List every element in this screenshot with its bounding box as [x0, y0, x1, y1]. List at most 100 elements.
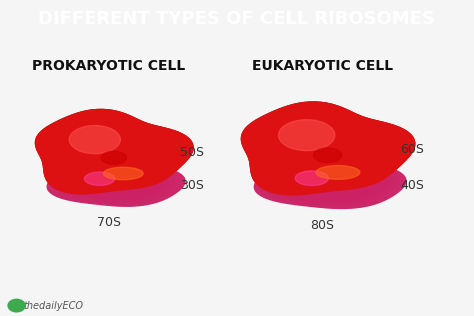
Polygon shape — [37, 110, 191, 193]
Polygon shape — [75, 171, 157, 197]
Text: 80S: 80S — [310, 220, 334, 233]
Polygon shape — [47, 161, 185, 206]
Polygon shape — [281, 168, 379, 200]
Polygon shape — [270, 164, 391, 204]
Polygon shape — [73, 170, 159, 198]
Polygon shape — [272, 120, 380, 178]
Polygon shape — [313, 148, 342, 162]
Polygon shape — [256, 111, 398, 187]
Text: EUKARYOTIC CELL: EUKARYOTIC CELL — [252, 59, 393, 73]
Polygon shape — [258, 161, 402, 207]
Polygon shape — [243, 103, 413, 194]
Polygon shape — [241, 102, 415, 195]
Polygon shape — [256, 160, 404, 208]
Polygon shape — [287, 170, 374, 198]
Polygon shape — [273, 166, 387, 202]
Polygon shape — [70, 169, 163, 199]
Polygon shape — [38, 111, 190, 192]
Polygon shape — [101, 151, 127, 164]
Text: PROKARYOTIC CELL: PROKARYOTIC CELL — [32, 59, 186, 73]
Text: thedailyECO: thedailyECO — [24, 301, 84, 311]
Polygon shape — [64, 167, 168, 201]
Polygon shape — [266, 163, 394, 205]
Polygon shape — [262, 162, 398, 206]
Polygon shape — [53, 163, 180, 204]
Polygon shape — [56, 164, 176, 204]
Polygon shape — [253, 109, 402, 188]
Polygon shape — [255, 110, 400, 188]
Polygon shape — [72, 169, 161, 198]
Polygon shape — [61, 166, 171, 202]
Polygon shape — [41, 113, 186, 191]
Polygon shape — [55, 121, 171, 183]
Polygon shape — [62, 125, 163, 179]
Polygon shape — [269, 118, 383, 179]
Polygon shape — [257, 112, 396, 186]
Polygon shape — [255, 159, 406, 209]
Text: 30S: 30S — [180, 179, 204, 192]
Polygon shape — [50, 118, 176, 185]
Polygon shape — [76, 171, 156, 197]
Text: 50S: 50S — [180, 146, 204, 159]
Polygon shape — [261, 113, 392, 184]
Text: 60S: 60S — [400, 143, 424, 156]
Polygon shape — [69, 125, 120, 154]
Polygon shape — [268, 164, 392, 204]
Circle shape — [8, 299, 25, 312]
Polygon shape — [49, 117, 178, 186]
Polygon shape — [251, 108, 404, 189]
Polygon shape — [264, 115, 389, 182]
Polygon shape — [66, 168, 166, 200]
Polygon shape — [43, 114, 185, 190]
Polygon shape — [49, 162, 183, 206]
Polygon shape — [57, 165, 175, 203]
Polygon shape — [272, 165, 389, 203]
Polygon shape — [36, 109, 193, 194]
Polygon shape — [246, 105, 409, 192]
Polygon shape — [80, 172, 152, 196]
Polygon shape — [275, 166, 385, 202]
Polygon shape — [245, 104, 411, 193]
Polygon shape — [279, 120, 335, 151]
Polygon shape — [56, 122, 170, 182]
Polygon shape — [285, 169, 375, 199]
Polygon shape — [40, 112, 188, 191]
Polygon shape — [61, 124, 164, 180]
Polygon shape — [271, 119, 382, 179]
Polygon shape — [289, 170, 372, 198]
Polygon shape — [54, 164, 178, 204]
Polygon shape — [241, 102, 415, 195]
Polygon shape — [277, 167, 383, 201]
Polygon shape — [36, 109, 193, 194]
Polygon shape — [53, 120, 173, 184]
Polygon shape — [59, 166, 173, 202]
Text: 40S: 40S — [400, 179, 424, 192]
Polygon shape — [68, 168, 164, 199]
Polygon shape — [52, 119, 174, 185]
Polygon shape — [255, 159, 406, 209]
Polygon shape — [316, 166, 360, 179]
Polygon shape — [248, 106, 408, 191]
Text: DIFFERENT TYPES OF CELL RIBOSOMES: DIFFERENT TYPES OF CELL RIBOSOMES — [38, 10, 436, 28]
Polygon shape — [260, 161, 400, 207]
Polygon shape — [46, 115, 182, 188]
Polygon shape — [249, 107, 406, 190]
Polygon shape — [266, 116, 387, 181]
Polygon shape — [63, 167, 170, 201]
Polygon shape — [44, 115, 183, 189]
Polygon shape — [264, 162, 396, 205]
Polygon shape — [57, 122, 168, 181]
Text: 70S: 70S — [97, 216, 121, 229]
Polygon shape — [59, 123, 166, 181]
Polygon shape — [84, 172, 115, 185]
Polygon shape — [267, 117, 385, 180]
Polygon shape — [279, 167, 381, 200]
Polygon shape — [291, 171, 370, 197]
Polygon shape — [47, 161, 185, 206]
Polygon shape — [283, 169, 377, 199]
Polygon shape — [259, 112, 394, 185]
Polygon shape — [78, 172, 154, 196]
Polygon shape — [47, 116, 180, 187]
Polygon shape — [51, 163, 182, 205]
Polygon shape — [103, 167, 143, 180]
